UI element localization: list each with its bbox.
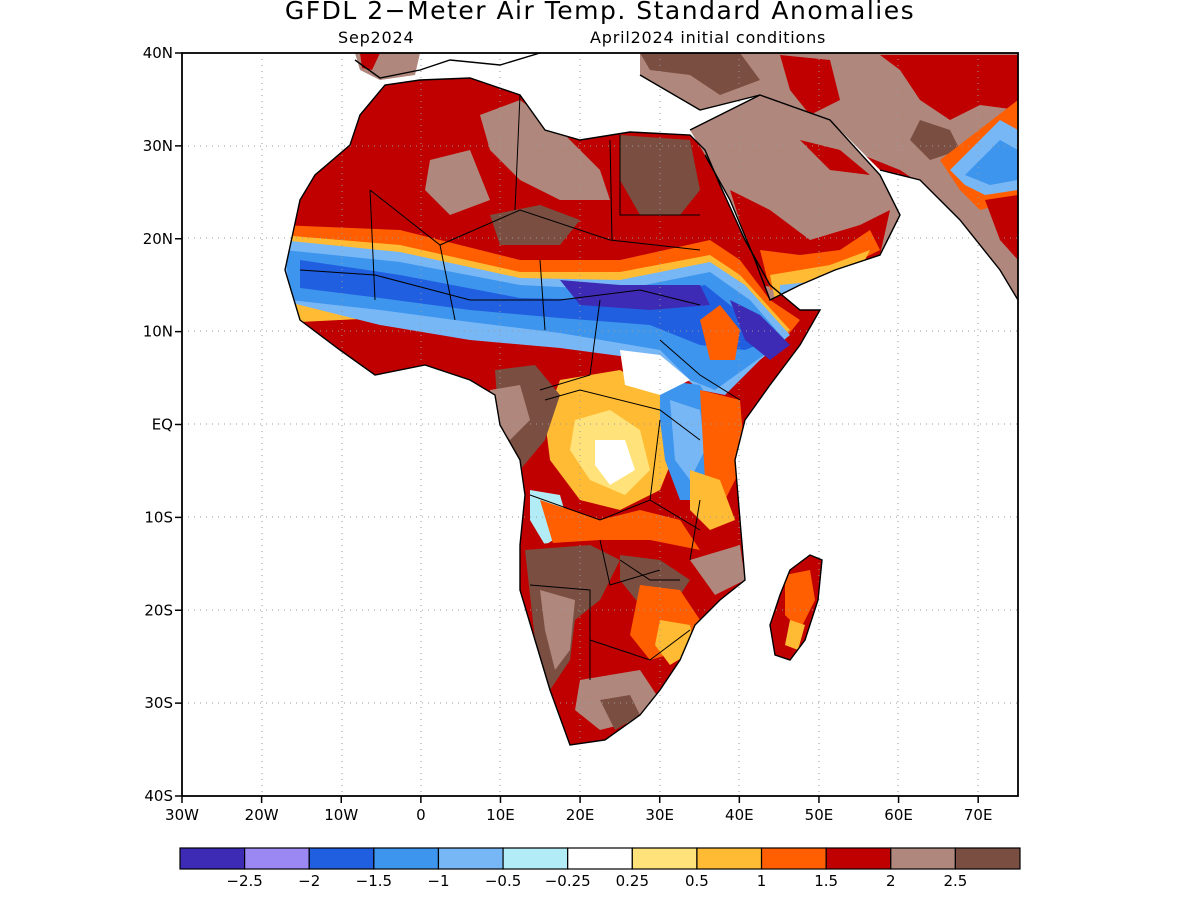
- legend-label: 1: [757, 872, 767, 890]
- legend-swatch: [825, 847, 892, 870]
- lat-tick-label: 30N: [143, 137, 173, 155]
- legend-label: 0.5: [685, 872, 709, 890]
- legend-label: 0.25: [616, 872, 649, 890]
- legend-swatch: [567, 847, 633, 870]
- legend-label: 2.5: [943, 872, 967, 890]
- legend-swatch: [244, 847, 310, 870]
- lon-tick-label: 20E: [566, 806, 595, 824]
- legend-swatch: [631, 847, 698, 870]
- coastlines: [284, 53, 1018, 746]
- init-conditions-label: April2024 initial conditions: [590, 28, 827, 47]
- legend-swatch: [502, 847, 569, 870]
- legend-swatch: [890, 847, 956, 870]
- lon-tick-label: 0: [416, 806, 426, 824]
- lat-tick-label: 20N: [143, 230, 173, 248]
- legend-swatch: [179, 847, 246, 870]
- legend-swatch: [954, 847, 1021, 870]
- legend-swatch: [696, 847, 763, 870]
- legend-swatch: [373, 847, 440, 870]
- legend-label: −1.5: [356, 872, 392, 890]
- lat-tick-label: 40N: [143, 44, 173, 62]
- legend-label: −1: [427, 872, 449, 890]
- lat-tick-label: 30S: [144, 694, 173, 712]
- legend-label: 1.5: [814, 872, 838, 890]
- legend-label: 2: [886, 872, 896, 890]
- lat-tick-label: EQ: [152, 416, 173, 434]
- lon-tick-label: 70E: [964, 806, 993, 824]
- legend-label: −0.25: [545, 872, 591, 890]
- graticule: [182, 53, 1018, 796]
- lon-tick-label: 50E: [805, 806, 834, 824]
- lon-tick-label: 40E: [725, 806, 754, 824]
- legend-label: −2.5: [226, 872, 262, 890]
- legend-label: −2: [298, 872, 320, 890]
- valid-month-label: Sep2024: [338, 28, 415, 47]
- lat-tick-label: 10N: [143, 323, 173, 341]
- lon-tick-label: 20W: [245, 806, 279, 824]
- lat-tick-label: 20S: [144, 601, 173, 619]
- lon-tick-label: 10W: [324, 806, 358, 824]
- legend-label: −0.5: [485, 872, 521, 890]
- color-legend: −2.5 −2 −1.5 −1 −0.5 −0.25 0.25 0.5 1 1.5 2 2.5: [179, 847, 1021, 890]
- lat-tick-label: 40S: [144, 787, 173, 805]
- map-title: GFDL 2−Meter Air Temp. Standard Anomalie…: [284, 0, 916, 25]
- lat-tick-label: 10S: [144, 508, 173, 526]
- legend-swatch: [760, 847, 827, 870]
- legend-swatch: [437, 847, 504, 870]
- lon-tick-label: 30W: [165, 806, 199, 824]
- anomaly-field: [285, 53, 1018, 745]
- lon-tick-label: 60E: [884, 806, 913, 824]
- lon-tick-label: 10E: [486, 806, 515, 824]
- legend-swatch: [308, 847, 375, 870]
- lon-tick-label: 30E: [645, 806, 674, 824]
- country-borders: [299, 94, 741, 680]
